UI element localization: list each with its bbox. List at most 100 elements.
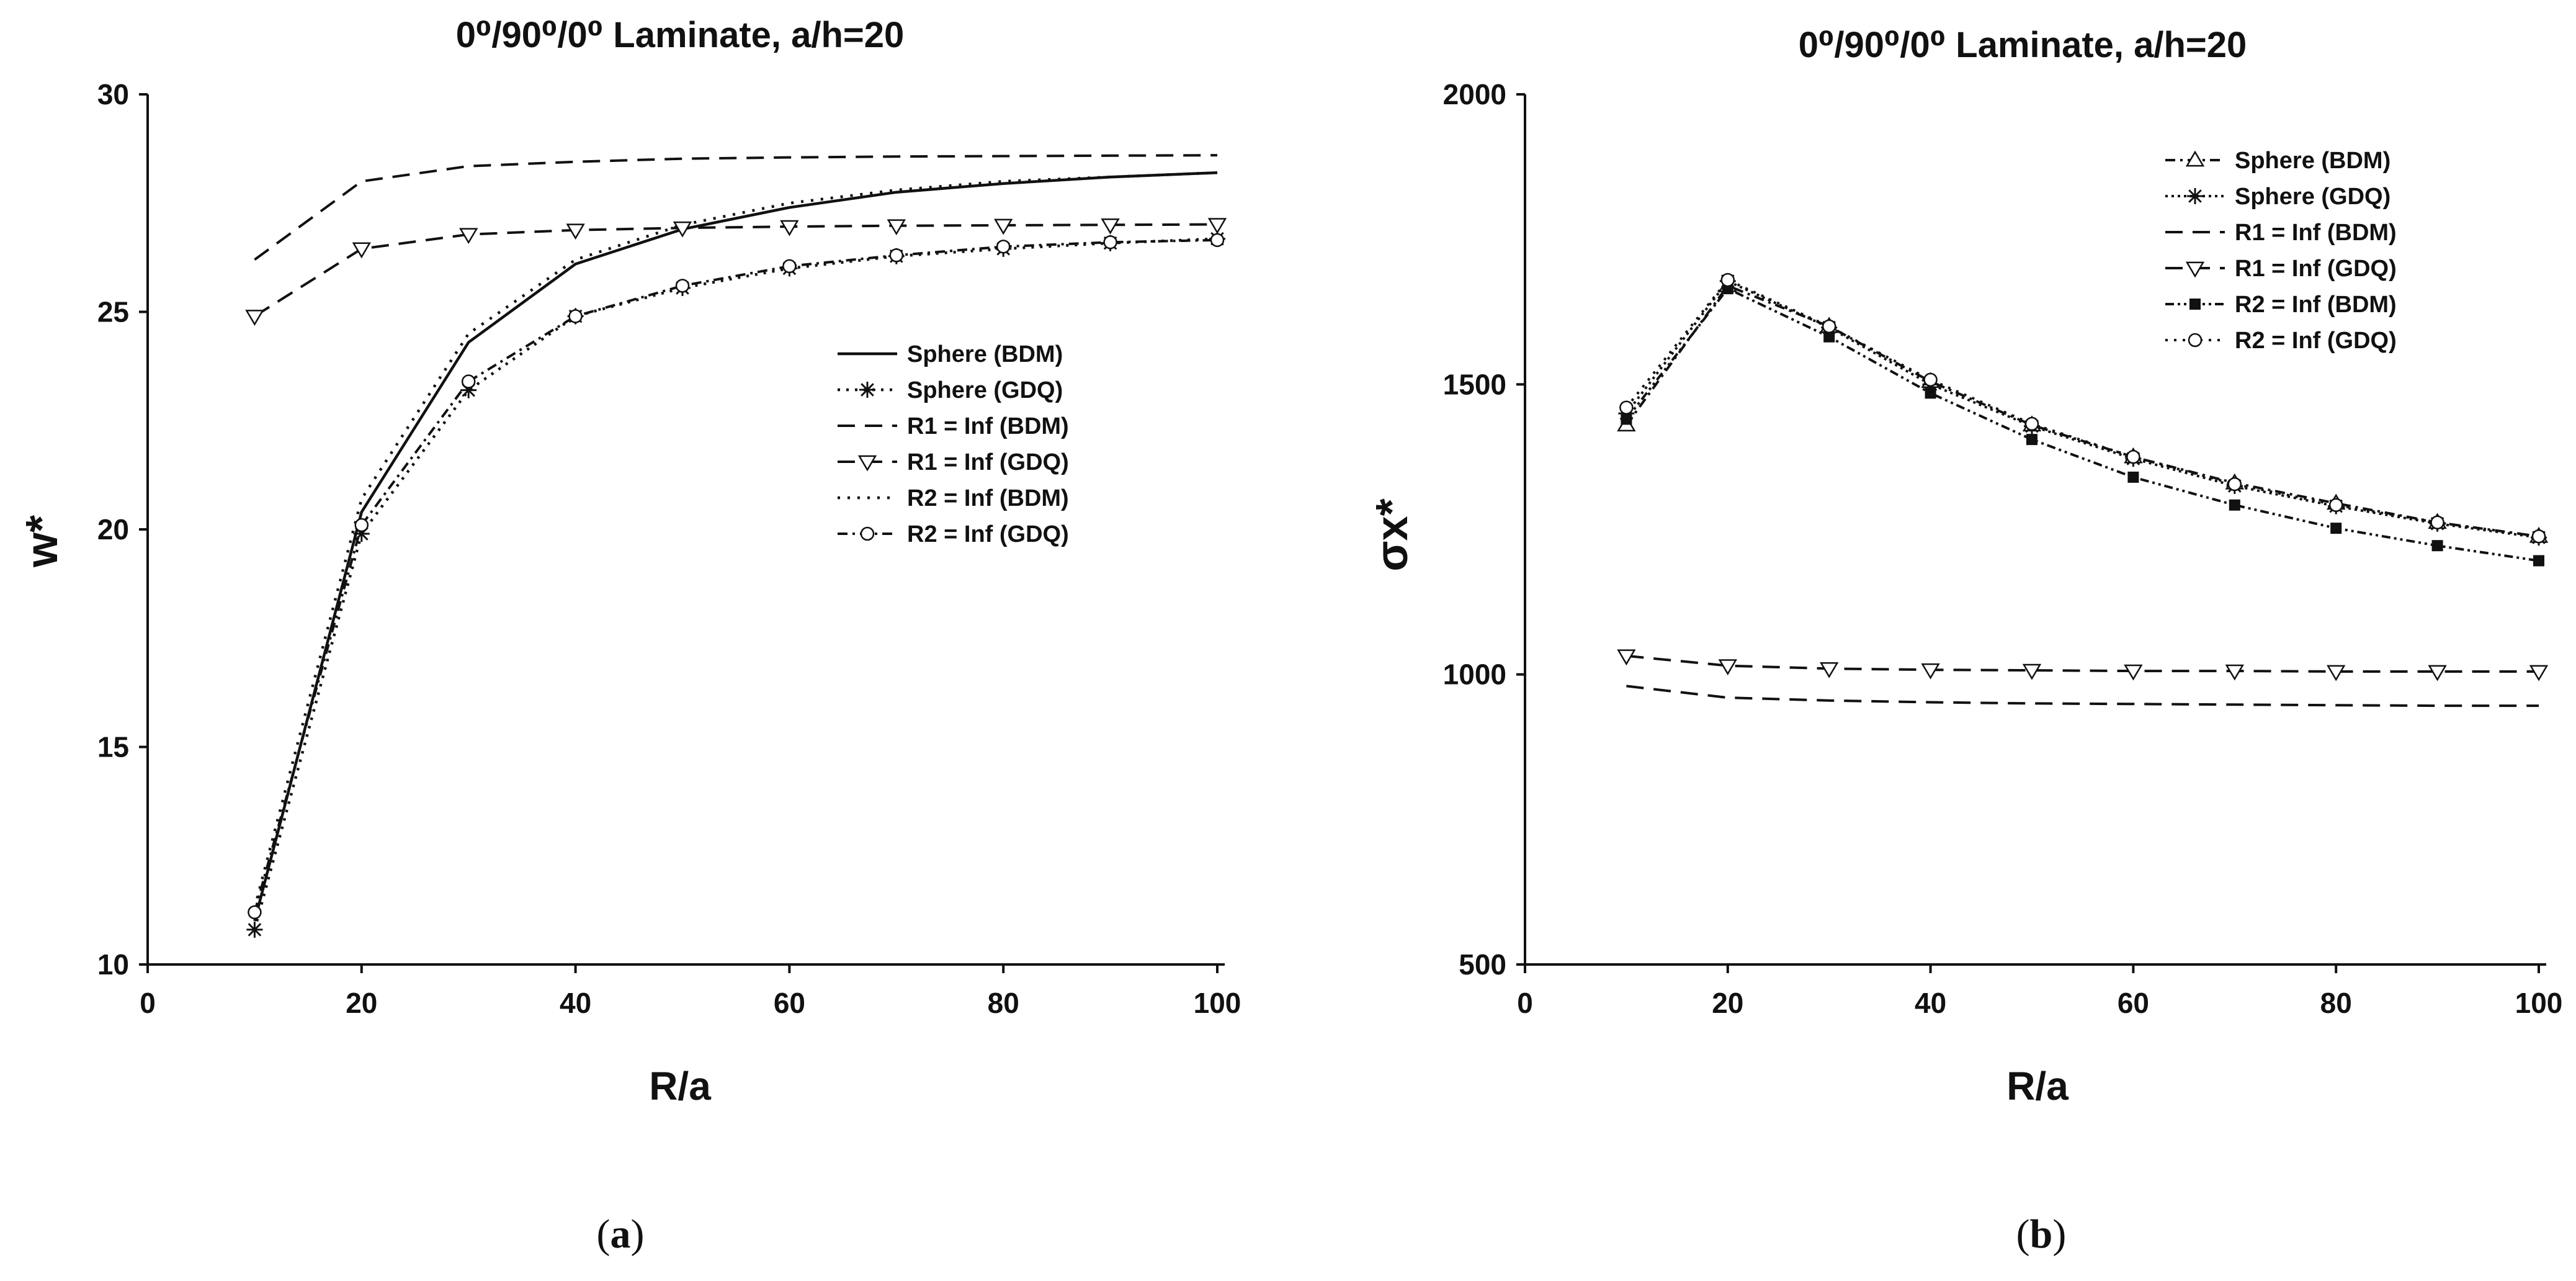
y-tick-label: 10 — [97, 948, 129, 981]
x-tick-label: 60 — [774, 987, 805, 1019]
x-tick-label: 20 — [1712, 987, 1743, 1019]
legend-entry-6: R2 = Inf (GDQ) — [907, 521, 1069, 547]
legend-marker-4 — [2185, 261, 2205, 278]
legend-marker-1 — [2185, 150, 2205, 167]
data-point-s6-9 — [1103, 235, 1117, 249]
series-line-1 — [1625, 284, 2539, 538]
legend-entry-4: R1 = Inf (GDQ) — [907, 449, 1069, 475]
data-point-s4-5 — [2022, 663, 2042, 680]
series-line-1 — [253, 171, 1218, 922]
data-point-s6-2 — [1720, 272, 1735, 287]
series-line-4 — [254, 223, 1218, 318]
series-line-3 — [254, 154, 1218, 261]
data-point-s4-10 — [1207, 218, 1227, 235]
legend-entry-1: Sphere (BDM) — [907, 341, 1063, 367]
data-point-s4-8 — [994, 218, 1013, 235]
data-point-s6-7 — [2227, 477, 2242, 492]
series-line-5 — [1625, 287, 2539, 562]
legend-marker-6 — [860, 526, 875, 541]
legend-entry-5: R2 = Inf (BDM) — [907, 485, 1069, 511]
data-point-s6-5 — [675, 279, 690, 293]
y-tick-label: 2000 — [1443, 78, 1506, 110]
data-point-s6-10 — [1210, 233, 1225, 248]
series-line-4 — [1626, 654, 2539, 673]
legend-entry-3: R1 = Inf (BDM) — [907, 413, 1069, 439]
data-point-s6-8 — [2328, 498, 2343, 512]
data-point-s6-6 — [2126, 449, 2140, 464]
y-axis-label-b: σx* — [1367, 498, 1417, 571]
chart-title-b: 0⁰/90⁰/0⁰ Laminate, a/h=20 — [1799, 25, 2247, 65]
data-point-s4-3 — [1820, 662, 1839, 678]
data-point-s4-6 — [2124, 664, 2143, 681]
legend-marker-2-stroke-3 — [2188, 189, 2202, 203]
data-point-s5-3 — [1823, 331, 1835, 343]
x-tick-label: 0 — [1517, 987, 1533, 1019]
axes-b: 0 20 40 60 80 100 500 1000 1500 2000 — [1443, 78, 2563, 1019]
data-point-s4-9 — [1101, 218, 1120, 235]
series-markers-b — [1617, 272, 2549, 681]
chart-title-a: 0⁰/90⁰/0⁰ Laminate, a/h=20 — [456, 15, 905, 55]
data-point-s6-3 — [461, 374, 476, 389]
data-point-s5-1 — [1621, 413, 1632, 425]
legend-a: Sphere (BDM) Sphere (GDQ) R1 = Inf (BDM) R1… — [838, 341, 1069, 547]
y-tick-label: 25 — [97, 296, 129, 328]
series-line-3 — [1626, 685, 2539, 708]
data-point-s4-7 — [2225, 664, 2244, 681]
y-tick-label: 1500 — [1443, 368, 1506, 400]
data-point-s4-2 — [1718, 659, 1737, 676]
data-point-s5-10 — [2533, 555, 2544, 567]
series-lines-b — [1625, 278, 2539, 708]
series-lines-a — [253, 154, 1218, 930]
legend-marker-2-stroke-3 — [861, 383, 874, 397]
data-point-s5-8 — [2330, 523, 2342, 534]
data-point-s5-9 — [2431, 540, 2443, 552]
data-point-s4-10 — [2529, 665, 2549, 681]
data-point-s4-4 — [566, 223, 585, 240]
legend-entry-4: R1 = Inf (GDQ) — [2235, 256, 2397, 282]
chart-panel-a: 0⁰/90⁰/0⁰ Laminate, a/h=20 0 20 40 60 80 100 1… — [17, 15, 1241, 1257]
legend-marker-5 — [2189, 299, 2201, 310]
y-tick-label: 15 — [97, 731, 129, 763]
data-point-s4-4 — [1921, 663, 1940, 680]
data-point-s6-2 — [354, 518, 369, 533]
data-point-s6-9 — [2430, 515, 2444, 530]
data-point-s4-8 — [2327, 665, 2346, 681]
data-point-s6-1 — [248, 905, 262, 920]
data-point-s4-3 — [459, 228, 478, 245]
data-point-s4-6 — [780, 220, 799, 236]
legend-entry-3: R1 = Inf (BDM) — [2235, 220, 2397, 246]
series-markers-a — [245, 218, 1227, 938]
data-point-s2-1-stroke-3 — [248, 923, 262, 937]
axes-a: 0 20 40 60 80 100 10 15 20 25 30 — [97, 78, 1241, 1019]
y-tick-label: 30 — [97, 78, 129, 110]
data-point-s6-1 — [1619, 400, 1634, 415]
x-tick-label: 40 — [560, 987, 591, 1019]
data-point-s4-2 — [352, 242, 371, 259]
data-point-s6-4 — [1923, 372, 1938, 387]
legend-entry-1: Sphere (BDM) — [2235, 148, 2390, 174]
x-tick-label: 100 — [1194, 987, 1241, 1019]
x-tick-label: 80 — [988, 987, 1019, 1019]
legend-entry-2: Sphere (GDQ) — [907, 377, 1063, 403]
series-line-6 — [253, 238, 1218, 913]
data-point-s4-7 — [887, 219, 906, 236]
y-tick-label: 500 — [1459, 948, 1506, 981]
x-tick-label: 0 — [140, 987, 156, 1019]
data-point-s4-5 — [673, 221, 692, 238]
legend-marker-2 — [2187, 188, 2203, 204]
panel-caption-a: (a) — [597, 1211, 645, 1257]
data-point-s4-1 — [245, 310, 264, 326]
chart-panel-b: 0⁰/90⁰/0⁰ Laminate, a/h=20 0 20 40 60 80 100 5… — [1367, 25, 2562, 1257]
data-point-s5-6 — [2127, 471, 2139, 483]
x-tick-label: 100 — [2515, 987, 2563, 1019]
data-point-s6-5 — [2024, 416, 2039, 431]
data-point-s5-5 — [2026, 434, 2037, 446]
x-tick-label: 60 — [2118, 987, 2149, 1019]
x-axis-label-b: R/a — [2006, 1064, 2068, 1108]
data-point-s6-8 — [996, 240, 1011, 254]
legend-entry-6: R2 = Inf (GDQ) — [2235, 328, 2397, 354]
data-point-s6-10 — [2531, 529, 2546, 544]
y-axis-label-a: w* — [17, 515, 67, 568]
